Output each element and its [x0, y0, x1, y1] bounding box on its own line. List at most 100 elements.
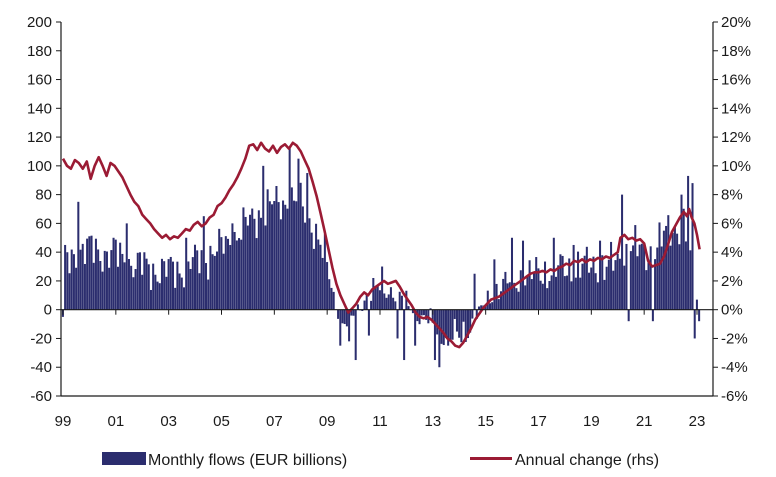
bar — [370, 300, 373, 310]
bar — [583, 255, 586, 310]
bar — [513, 282, 516, 310]
bar — [323, 233, 326, 310]
bar — [541, 283, 544, 310]
bar — [332, 291, 335, 310]
bar — [169, 256, 172, 310]
bar — [79, 249, 82, 310]
x-tick-label: 09 — [319, 413, 336, 430]
bar — [306, 173, 309, 310]
bar — [176, 261, 179, 310]
bar — [469, 309, 472, 333]
bar — [275, 186, 278, 310]
bar — [414, 309, 417, 346]
bar — [403, 309, 406, 361]
bar — [451, 309, 454, 340]
bar — [394, 301, 397, 310]
bar — [339, 309, 342, 346]
bar — [669, 245, 672, 310]
bar — [191, 257, 194, 310]
bar — [374, 286, 377, 310]
bar — [398, 291, 401, 310]
bar — [127, 259, 130, 310]
bar — [255, 238, 258, 310]
y-right-tick-label: 10% — [721, 158, 751, 175]
bar — [449, 309, 452, 340]
bar — [121, 253, 124, 310]
bar — [328, 279, 331, 310]
bar — [387, 294, 390, 310]
bar — [455, 309, 458, 332]
bar — [436, 309, 439, 335]
bar — [676, 233, 679, 310]
y-left-tick-label: 160 — [27, 72, 52, 89]
bar — [621, 194, 624, 310]
x-tick-label: 05 — [213, 413, 230, 430]
bar — [242, 207, 245, 310]
bar — [689, 250, 692, 310]
bar — [200, 250, 203, 310]
bar — [72, 254, 75, 310]
bar — [671, 232, 674, 310]
bar — [438, 309, 441, 368]
bar — [185, 237, 188, 310]
y-left-tick-label: 20 — [35, 273, 52, 290]
bar — [563, 276, 566, 310]
x-tick-label: 17 — [530, 413, 547, 430]
bar — [603, 279, 606, 310]
bar — [678, 244, 681, 310]
x-tick-label: 21 — [636, 413, 653, 430]
bar — [466, 309, 469, 339]
bar — [193, 244, 197, 310]
bar — [154, 274, 157, 310]
bar — [130, 265, 133, 310]
bar — [268, 201, 271, 310]
bar — [68, 273, 71, 310]
bar — [517, 291, 520, 310]
x-tick-label: 03 — [160, 413, 177, 430]
bar — [178, 273, 181, 310]
bar — [365, 295, 368, 310]
bar — [544, 261, 547, 310]
bar — [101, 271, 104, 310]
bar — [572, 244, 575, 310]
bar — [396, 309, 399, 339]
bar — [207, 279, 210, 310]
bar — [147, 264, 150, 310]
bar — [266, 189, 269, 310]
bar — [605, 266, 608, 310]
bar — [345, 309, 348, 327]
bar — [546, 288, 549, 310]
y-right-tick-label: 4% — [721, 244, 743, 261]
bar — [312, 248, 315, 310]
bar — [378, 290, 381, 310]
y-right-tick-label: 0% — [721, 302, 743, 319]
bar — [526, 276, 529, 310]
bar — [134, 269, 137, 310]
x-tick-label: 19 — [583, 413, 600, 430]
bar — [279, 219, 282, 310]
annual-change-line — [61, 141, 701, 349]
bar — [691, 183, 694, 310]
bar — [81, 243, 84, 310]
bar — [308, 218, 311, 310]
bar — [75, 267, 78, 310]
bar — [601, 255, 604, 310]
y-right-tick-label: 12% — [721, 129, 751, 146]
bar — [420, 309, 423, 316]
bar — [594, 273, 597, 310]
bar — [317, 239, 320, 310]
bar — [640, 243, 643, 310]
bar — [537, 268, 540, 310]
bar — [83, 263, 86, 310]
bar — [251, 208, 254, 310]
bar — [297, 158, 300, 310]
bar — [497, 299, 500, 310]
bar — [530, 279, 533, 310]
bar — [458, 309, 461, 338]
bar — [566, 275, 569, 310]
bar — [682, 208, 685, 310]
bar — [610, 241, 613, 310]
bar — [493, 259, 496, 310]
bar — [673, 226, 676, 310]
legend-label-line: Annual change (rhs) — [515, 452, 659, 469]
